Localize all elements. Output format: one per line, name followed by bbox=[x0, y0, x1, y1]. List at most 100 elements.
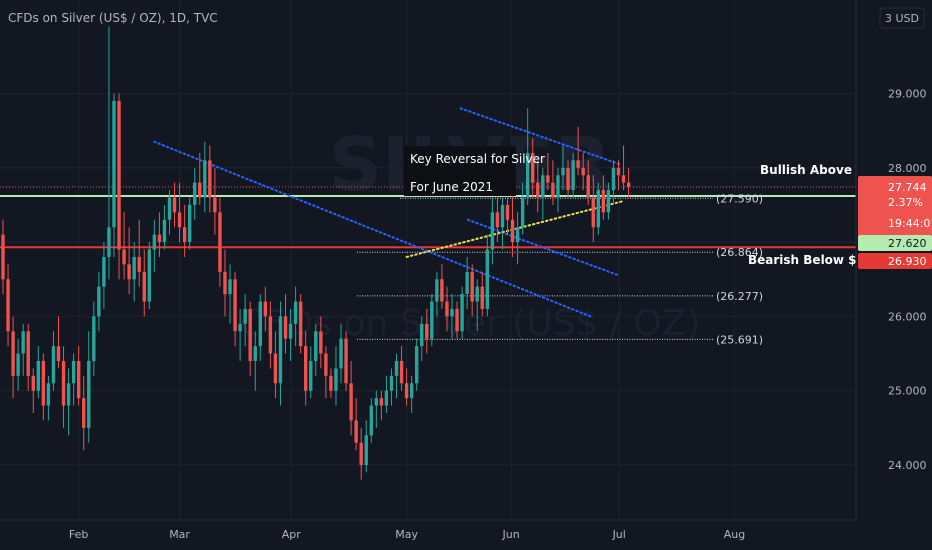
candle-body bbox=[344, 338, 348, 384]
candle-body bbox=[520, 197, 525, 228]
candle-body bbox=[293, 301, 298, 324]
trendline-descending-from-feb bbox=[153, 140, 592, 318]
candle-body bbox=[566, 167, 570, 191]
candle-body bbox=[611, 167, 616, 191]
candle-body bbox=[41, 360, 46, 406]
time-axis-ticks: Feb Mar Apr May Jun Jul Aug bbox=[69, 528, 745, 541]
candle-body bbox=[490, 212, 495, 250]
candle-body bbox=[248, 308, 252, 361]
candle-body bbox=[369, 405, 373, 436]
time-tick-label: Jun bbox=[502, 528, 520, 541]
candle-body bbox=[71, 360, 76, 384]
candle-body bbox=[82, 398, 86, 428]
candle-body bbox=[258, 301, 262, 347]
price-tick-label: 24.000 bbox=[888, 459, 927, 472]
candle-body bbox=[152, 234, 157, 250]
candle-body bbox=[117, 100, 121, 250]
horizontal-levels: (27.590) (26.864) (26.277) (25.691) bbox=[0, 186, 856, 346]
candle-body bbox=[253, 346, 257, 361]
candle-body bbox=[182, 227, 187, 243]
candle-body bbox=[616, 167, 621, 176]
candle-body bbox=[515, 227, 520, 243]
candle-body bbox=[420, 323, 424, 347]
candle-body bbox=[51, 346, 56, 384]
level-label: (27.590) bbox=[716, 192, 763, 205]
candle-body bbox=[470, 271, 474, 302]
candle-body bbox=[485, 249, 490, 309]
candle-body bbox=[122, 249, 126, 265]
annotation-key-reversal: Key Reversal for Silver bbox=[410, 152, 545, 166]
candle-body bbox=[278, 316, 283, 384]
candle-body bbox=[349, 383, 353, 421]
price-tick-label: 25.000 bbox=[888, 385, 927, 398]
bearish-price-value: 26.930 bbox=[888, 255, 927, 268]
candle-body bbox=[162, 219, 167, 243]
candle-body bbox=[193, 182, 197, 205]
candle-body bbox=[510, 219, 515, 243]
currency-label: 3 USD bbox=[885, 12, 919, 25]
candle-body bbox=[505, 204, 510, 220]
candle-body bbox=[298, 301, 303, 347]
candle-body bbox=[11, 331, 15, 376]
candle-body bbox=[137, 256, 141, 272]
candle-body bbox=[556, 175, 560, 198]
candle-body bbox=[309, 360, 313, 391]
candle-body bbox=[450, 308, 454, 317]
candle-body bbox=[571, 160, 575, 191]
time-tick-label: Apr bbox=[282, 528, 302, 541]
time-tick-label: Feb bbox=[69, 528, 88, 541]
price-tick-label: 28.000 bbox=[888, 162, 927, 175]
candles bbox=[1, 26, 631, 480]
candle-body bbox=[324, 353, 328, 376]
level-label: (26.277) bbox=[716, 290, 763, 303]
candle-body bbox=[379, 398, 384, 406]
candle-body bbox=[46, 383, 51, 406]
candle-body bbox=[364, 435, 368, 465]
candle-body bbox=[6, 279, 10, 332]
currency-button[interactable] bbox=[879, 7, 925, 29]
candle-body bbox=[263, 301, 268, 317]
annotation-june: For June 2021 bbox=[410, 180, 493, 194]
candle-body bbox=[435, 279, 439, 302]
candle-body bbox=[21, 331, 25, 354]
candle-body bbox=[409, 383, 414, 399]
candle-body bbox=[157, 234, 162, 243]
candle-body bbox=[404, 383, 409, 399]
symbol-title[interactable]: CFDs on Silver (US$ / OZ), 1D, TVC bbox=[8, 11, 218, 25]
time-axis[interactable] bbox=[0, 520, 932, 550]
candle-body bbox=[16, 353, 20, 376]
candle-body bbox=[601, 190, 606, 213]
candle-body bbox=[399, 360, 404, 384]
candle-body bbox=[132, 256, 136, 280]
candle-body bbox=[167, 197, 172, 220]
candle-body bbox=[329, 375, 333, 391]
candle-body bbox=[440, 279, 444, 302]
candle-body bbox=[586, 175, 590, 198]
candle-body bbox=[243, 308, 247, 324]
candle-body bbox=[273, 353, 278, 384]
trendline-wedge-upper bbox=[459, 107, 621, 166]
candle-body bbox=[536, 182, 540, 198]
watermark-subtitle: CFDs on Silver (US$ / OZ) bbox=[240, 303, 701, 344]
candle-body bbox=[177, 212, 182, 228]
candle-body bbox=[430, 301, 434, 339]
candle-body bbox=[374, 398, 379, 406]
candle-body bbox=[445, 301, 449, 317]
last-price-tag bbox=[858, 176, 932, 236]
candle-body bbox=[359, 442, 363, 465]
candle-body bbox=[339, 338, 343, 369]
candle-body bbox=[288, 323, 293, 339]
candle-body bbox=[591, 197, 595, 228]
candle-body bbox=[1, 234, 5, 280]
candle-body bbox=[76, 360, 81, 399]
candle-body bbox=[304, 346, 308, 391]
candle-body bbox=[66, 383, 71, 406]
candle-body bbox=[187, 204, 192, 243]
candle-body bbox=[127, 264, 131, 280]
candle-body bbox=[480, 286, 484, 309]
candle-body bbox=[389, 375, 394, 391]
time-tick-label: Mar bbox=[169, 528, 190, 541]
candle-body bbox=[551, 182, 555, 198]
candle-body bbox=[147, 249, 152, 302]
